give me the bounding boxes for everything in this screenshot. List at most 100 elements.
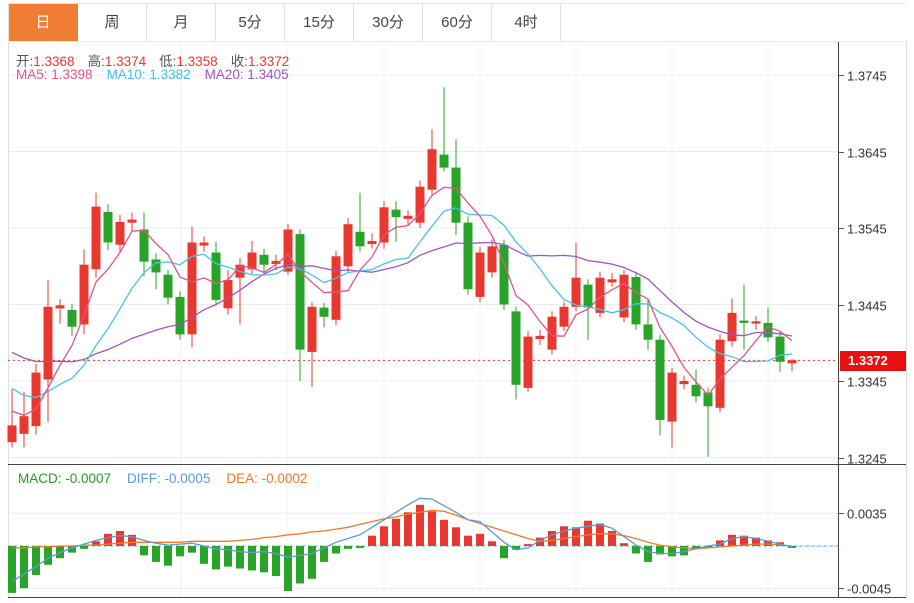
candle-body-up (223, 280, 233, 309)
candle-body-up (787, 360, 797, 364)
candle-body-up (667, 372, 677, 422)
candle-body-up (427, 149, 437, 190)
macd-hist-bar-negative (260, 546, 268, 573)
macd-hist-bar-negative (704, 546, 712, 548)
macd-hist-bar-negative (224, 546, 232, 567)
ohlc-close-value: 1.3372 (247, 54, 290, 69)
candle-body-down (583, 284, 593, 308)
tab-4hour[interactable]: 4时 (492, 4, 561, 41)
macd-hist-bar-positive (368, 535, 376, 546)
dea-line (12, 509, 793, 550)
macd-hist-bar-negative (308, 546, 316, 579)
candle-body-down (631, 277, 641, 325)
price-axis-label-1.3445: 1.3445 (847, 298, 887, 313)
candle-body-up (523, 336, 533, 388)
tab-day[interactable]: 日 (9, 4, 78, 41)
price-axis-label-1.3545: 1.3545 (847, 221, 887, 236)
candle-body-up (367, 241, 377, 245)
ohlc-open-label: 开: (16, 54, 34, 69)
candle-body-up (199, 242, 209, 246)
macd-hist-bar-positive (716, 540, 724, 546)
macd-hist-bar-negative (632, 546, 640, 554)
macd-hist-bar-negative (272, 546, 280, 576)
candle-body-up (283, 229, 293, 272)
tab-5min[interactable]: 5分 (216, 4, 285, 41)
ohlc-close-label: 收: (230, 54, 248, 69)
macd-legend-macd: MACD: -0.0007 (18, 471, 112, 486)
ohlc-open-value: 1.3368 (33, 54, 75, 69)
tab-month[interactable]: 月 (147, 4, 216, 41)
candle-body-up (547, 316, 557, 350)
macd-hist-bar-negative (152, 546, 160, 562)
tab-15min[interactable]: 15分 (285, 4, 354, 41)
macd-hist-bar-negative (668, 546, 676, 557)
macd-hist-bar-positive (428, 511, 436, 546)
price-axis-label-1.3745: 1.3745 (847, 68, 887, 83)
candle-body-up (607, 279, 617, 283)
macd-hist-bar-positive (104, 533, 112, 546)
price-axis-label-1.3245: 1.3245 (847, 451, 887, 466)
candle-body-down (355, 231, 365, 247)
macd-hist-bar-positive (464, 535, 472, 546)
ma-legend-ma10: MA10: 1.3382 (106, 67, 191, 82)
candle-body-down (511, 311, 521, 385)
candle-body-up (187, 242, 197, 335)
macd-hist-bar-positive (764, 540, 772, 546)
ohlc-legend: 开:1.3368 高:1.3374 低:1.3358 收:1.3372 (16, 50, 302, 70)
macd-hist-bar-negative (284, 546, 292, 591)
candle-body-up (43, 306, 53, 380)
candle-body-up (475, 252, 485, 297)
tab-30min[interactable]: 30分 (354, 4, 423, 41)
macd-hist-bar-positive (92, 541, 100, 546)
chart-left-border (8, 40, 9, 598)
macd-axis-label--0.0045: -0.0045 (847, 581, 892, 596)
macd-hist-bar-positive (584, 520, 592, 546)
ma-legend-ma5: MA5: 1.3398 (16, 67, 93, 82)
macd-hist-bar-positive (560, 526, 568, 546)
macd-hist-bar-negative (8, 546, 16, 593)
candle-body-down (463, 222, 473, 290)
ohlc-high-label: 高: (87, 54, 105, 69)
candle-body-up (271, 260, 281, 264)
candle-body-up (679, 381, 689, 385)
candle-body-up (559, 306, 569, 327)
ohlc-high-value: 1.3374 (104, 54, 147, 69)
macd-hist-bar-positive (524, 544, 532, 546)
candle-body-up (31, 372, 41, 427)
candle-body-up (7, 425, 17, 443)
macd-hist-bar-negative (680, 546, 688, 556)
chart-top-border (8, 41, 906, 42)
candle-body-up (487, 246, 497, 273)
candle-body-up (55, 305, 65, 309)
candle-body-down (391, 209, 401, 218)
candle-body-down (643, 324, 653, 340)
price-axis-label-1.3645: 1.3645 (847, 145, 887, 160)
candle-body-down (151, 259, 161, 273)
candle-body-up (379, 207, 389, 243)
candle-body-up (571, 277, 581, 307)
price-axis-label-1.3345-tick (839, 381, 844, 382)
macd-hist-bar-negative (356, 546, 364, 548)
candle-body-up (19, 416, 29, 434)
candle-body-down (67, 309, 77, 327)
candle-body-up (91, 206, 101, 270)
macd-hist-bar-negative (692, 546, 700, 549)
macd-hist-bar-negative (176, 546, 184, 557)
candle-body-up (79, 264, 89, 325)
candle-body-down (439, 154, 449, 168)
macd-hist-bar-positive (728, 534, 736, 547)
macd-axis-label-0.0035: 0.0035 (847, 506, 887, 521)
tab-60min[interactable]: 60分 (423, 4, 492, 41)
candle-body-down (295, 234, 305, 350)
macd-hist-bar-positive (380, 526, 388, 546)
candle-body-up (343, 224, 353, 267)
macd-hist-bar-positive (452, 527, 460, 547)
macd-hist-bar-negative (200, 546, 208, 564)
price-axis-label-1.3645-tick (839, 152, 844, 153)
candle-body-up (751, 321, 761, 324)
candle-body-down (163, 274, 173, 298)
macd-hist-bar-negative (164, 546, 172, 566)
tab-week[interactable]: 周 (78, 4, 147, 41)
